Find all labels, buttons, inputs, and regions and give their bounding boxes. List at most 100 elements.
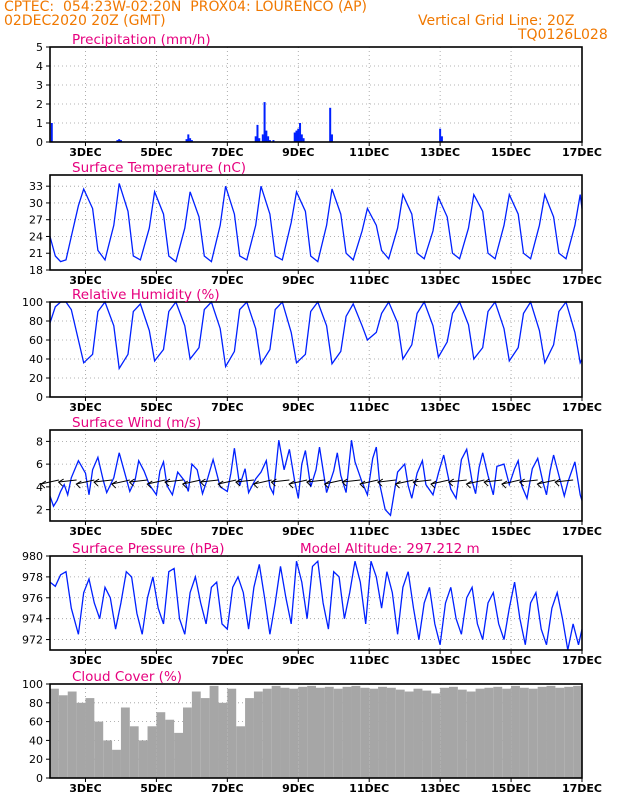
pressure-ytick-label: 972 (22, 634, 43, 647)
cloud-cover-ytick-label: 60 (29, 716, 43, 729)
wind-arrow (324, 479, 343, 485)
wind-arrow-head (146, 480, 153, 489)
cloud-cover-bar (218, 702, 228, 778)
precipitation-xtick-label: 3DEC (69, 146, 101, 159)
cloud-cover-bar (511, 685, 520, 778)
wind-arrow (58, 479, 77, 483)
wind-arrow (40, 479, 59, 485)
wind-ytick-label: 2 (36, 504, 43, 517)
cloud-cover-title: Cloud Cover (%) (72, 669, 182, 685)
pressure-annotation: Model Altitude: 297.212 m (300, 541, 480, 557)
temperature-xtick-label: 17DEC (562, 274, 602, 287)
cloud-cover-bar (316, 687, 325, 778)
cloud-cover-bar (431, 693, 441, 778)
precipitation-xtick-label: 15DEC (491, 146, 531, 159)
cloud-cover-bar (138, 740, 148, 778)
precipitation-bar (263, 102, 266, 142)
wind-arrow-head (536, 480, 543, 489)
wind-series-line (49, 440, 583, 517)
wind-arrow (342, 479, 361, 483)
wind-arrow-head (465, 480, 472, 489)
cloud-cover-bar (236, 726, 246, 778)
wind-xtick-label: 13DEC (420, 525, 460, 538)
cloud-cover-bar (475, 688, 485, 778)
cloud-cover-ytick-label: 0 (36, 772, 43, 785)
cloud-cover-bar (351, 685, 361, 778)
precipitation-bar (189, 138, 192, 142)
cloud-cover-bar (289, 688, 299, 778)
precipitation-bar (116, 140, 119, 142)
wind-xtick-label: 11DEC (349, 525, 389, 538)
wind-ytick-label: 8 (36, 435, 43, 448)
temperature-xtick-label: 11DEC (349, 274, 389, 287)
pressure-ytick-label: 976 (22, 592, 43, 605)
wind-arrow (466, 479, 485, 485)
humidity-ytick-label: 60 (29, 334, 43, 347)
cloud-cover-bar (378, 686, 387, 778)
precipitation-bar (267, 136, 270, 142)
cloud-cover-bar (484, 687, 494, 778)
wind-arrow (448, 479, 467, 483)
wind-xtick-label: 15DEC (491, 525, 531, 538)
temperature-ytick-label: 18 (29, 264, 43, 277)
humidity-xtick-label: 13DEC (420, 401, 460, 414)
humidity-title: Relative Humidity (%) (72, 287, 220, 303)
temperature-xtick-label: 15DEC (491, 274, 531, 287)
humidity-xtick-label: 15DEC (491, 401, 531, 414)
cloud-cover-bar (165, 719, 175, 778)
humidity-ytick-label: 40 (29, 353, 43, 366)
pressure-ytick-label: 980 (22, 550, 43, 563)
wind-arrow (200, 479, 219, 483)
precipitation-bar (261, 134, 264, 142)
cloud-cover-bar (112, 749, 121, 778)
humidity-series-line (49, 300, 583, 371)
wind-xtick-label: 9DEC (282, 525, 314, 538)
humidity-ytick-label: 20 (29, 372, 43, 385)
wind-xtick-label: 3DEC (69, 525, 101, 538)
precipitation-ytick-label: 1 (36, 117, 43, 130)
cloud-cover-bar (324, 686, 334, 778)
cloud-cover-xtick-label: 5DEC (140, 782, 172, 795)
cloud-cover-xtick-label: 13DEC (420, 782, 460, 795)
precipitation-ytick-label: 3 (36, 79, 43, 92)
wind-arrow (94, 479, 113, 483)
cloud-cover-bar (555, 687, 565, 778)
cloud-cover-bar (209, 685, 219, 778)
precipitation-bar (187, 134, 190, 142)
wind-arrow (111, 479, 130, 485)
precipitation-bar (300, 134, 303, 142)
pressure-frame (49, 555, 583, 651)
wind-arrow-head (412, 478, 419, 487)
cloud-cover-bar (502, 688, 512, 778)
cloud-cover-bar (253, 691, 263, 778)
wind-arrow (359, 479, 379, 485)
cloud-cover-bar (413, 688, 423, 778)
precipitation-xtick-label: 9DEC (282, 146, 314, 159)
pressure-ytick-label: 974 (22, 613, 43, 626)
cloud-cover-bar (404, 691, 414, 778)
wind-ytick-label: 4 (36, 481, 43, 494)
temperature-xtick-label: 13DEC (420, 274, 460, 287)
cloud-cover-ytick-label: 100 (22, 678, 43, 691)
cloud-cover-xtick-label: 17DEC (562, 782, 602, 795)
precipitation-ytick-label: 2 (36, 98, 43, 111)
wind-arrow-head (359, 480, 366, 489)
humidity-ytick-label: 80 (29, 315, 43, 328)
humidity-ytick-label: 100 (22, 296, 43, 309)
precipitation-xtick-label: 7DEC (211, 146, 243, 159)
pressure-title: Surface Pressure (hPa) (72, 541, 225, 557)
wind-arrow-head (40, 480, 47, 489)
wind-arrow-head (75, 480, 82, 489)
precipitation-bar (258, 138, 261, 142)
cloud-cover-xtick-label: 7DEC (211, 782, 243, 795)
cloud-cover-bar (457, 689, 467, 778)
precipitation-ytick-label: 4 (36, 60, 43, 73)
cloud-cover-bar (369, 688, 379, 778)
temperature-xtick-label: 5DEC (140, 274, 172, 287)
wind-arrow-head (235, 478, 242, 487)
cloud-cover-bar (58, 695, 68, 778)
precipitation-bar (295, 130, 298, 142)
pressure-series-line (49, 559, 583, 651)
precipitation-bar (293, 132, 296, 142)
cloud-cover-bar (298, 686, 308, 778)
